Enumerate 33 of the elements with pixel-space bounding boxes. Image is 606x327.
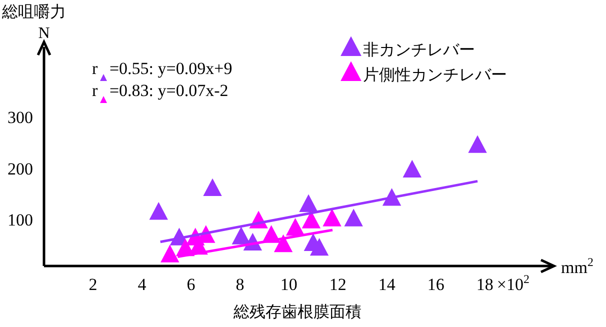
annotation: r$_{▲}$=0.83: y=0.07x-2 bbox=[92, 81, 228, 106]
y-tick-label: 100 bbox=[8, 210, 33, 230]
x-tick-label: 14 bbox=[378, 275, 396, 294]
point bbox=[299, 194, 318, 212]
point bbox=[310, 238, 329, 256]
legend-label: 片側性カンチレバー bbox=[363, 65, 507, 84]
x-tick-label: 10 bbox=[280, 275, 298, 294]
point bbox=[322, 208, 342, 226]
point bbox=[344, 208, 363, 226]
x-tick-label: 4 bbox=[138, 275, 147, 294]
text: ×10$^{2}$ bbox=[496, 272, 530, 294]
x-tick-label: 12 bbox=[329, 275, 346, 294]
point bbox=[203, 178, 222, 196]
point bbox=[274, 234, 293, 252]
x-axis-title: 総残存歯根膜面積 bbox=[232, 302, 362, 321]
y-tick-label: 300 bbox=[8, 108, 33, 127]
point bbox=[468, 135, 487, 153]
annotation: r$_{▲}$=0.55: y=0.09x+9 bbox=[92, 59, 232, 84]
point bbox=[302, 210, 321, 228]
x-tick-label: 18 bbox=[476, 275, 494, 294]
text: mm$^{2}$ bbox=[561, 255, 594, 277]
x-tick-label: 6 bbox=[186, 275, 196, 294]
y-tick-label: 200 bbox=[8, 159, 33, 178]
text: N bbox=[38, 25, 50, 42]
point bbox=[149, 202, 168, 220]
y-axis-title: 総咀嚼力 bbox=[1, 2, 66, 21]
x-tick-label: 8 bbox=[236, 275, 244, 294]
legend-label: 非カンチレバー bbox=[363, 40, 475, 59]
point bbox=[402, 160, 422, 178]
point bbox=[286, 218, 305, 236]
x-tick-label: 16 bbox=[427, 275, 444, 294]
x-tick-label: 2 bbox=[88, 275, 98, 294]
point bbox=[160, 244, 180, 262]
